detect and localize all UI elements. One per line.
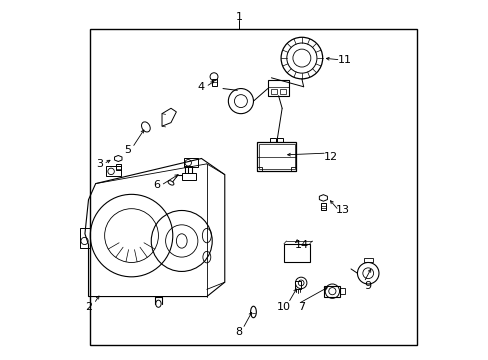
- Bar: [270, 138, 276, 142]
- Text: 9: 9: [364, 281, 371, 291]
- Bar: [211, 79, 216, 86]
- Bar: [363, 258, 372, 262]
- Bar: [321, 203, 325, 211]
- Bar: [182, 173, 196, 180]
- Bar: [80, 228, 89, 248]
- Bar: [280, 89, 286, 94]
- Bar: [290, 167, 296, 171]
- Text: 3: 3: [96, 159, 102, 169]
- Text: 7: 7: [298, 302, 305, 312]
- Text: 2: 2: [85, 302, 92, 312]
- Text: 4: 4: [198, 82, 204, 92]
- Text: 11: 11: [337, 55, 351, 65]
- Bar: [258, 144, 294, 169]
- Text: 14: 14: [294, 239, 308, 249]
- Text: 12: 12: [323, 152, 337, 162]
- Bar: [257, 167, 262, 171]
- Bar: [257, 142, 296, 171]
- Bar: [340, 288, 344, 294]
- Text: 5: 5: [124, 144, 131, 154]
- Bar: [116, 163, 121, 170]
- Bar: [324, 286, 340, 297]
- Bar: [284, 244, 309, 262]
- Text: 6: 6: [153, 180, 160, 190]
- Bar: [106, 166, 121, 176]
- Text: 13: 13: [335, 206, 349, 216]
- Text: 1: 1: [235, 12, 242, 22]
- Bar: [90, 30, 416, 345]
- Bar: [183, 158, 198, 167]
- Bar: [267, 80, 289, 96]
- Bar: [277, 138, 283, 142]
- Bar: [294, 281, 301, 289]
- Text: 10: 10: [276, 302, 290, 312]
- Text: 8: 8: [235, 327, 242, 337]
- Bar: [270, 89, 277, 94]
